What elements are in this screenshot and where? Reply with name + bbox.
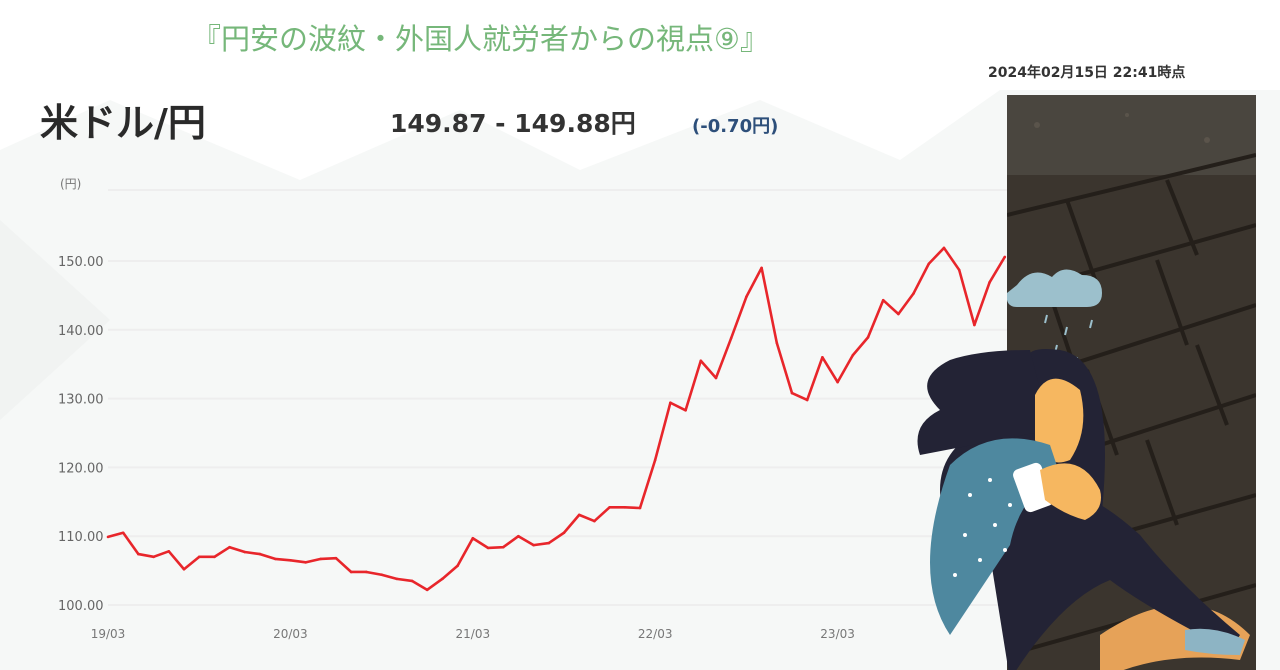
data-point-22/10	[760, 266, 763, 270]
data-point-23/09	[927, 262, 931, 266]
data-point-23/03	[836, 380, 839, 384]
data-point-23/02	[821, 356, 824, 359]
y-tick-label: 140.00	[58, 324, 104, 339]
y-tick-label: 120.00	[58, 461, 104, 476]
data-point-23/12	[973, 323, 976, 327]
data-point-22/09	[745, 295, 748, 299]
data-point-22/11	[775, 341, 779, 345]
data-point-23/11	[957, 268, 961, 272]
data-point-22/08	[729, 336, 733, 340]
x-tick-label: 21/03	[456, 627, 491, 641]
data-point-21/01	[441, 577, 444, 581]
data-point-23/04	[851, 353, 855, 357]
data-point-22/01	[623, 506, 627, 509]
usd-jpy-series-line	[107, 246, 1006, 592]
data-point-20/02	[273, 557, 277, 561]
data-point-24/01	[988, 281, 991, 284]
data-point-19/07	[167, 550, 171, 553]
data-point-21/10	[577, 513, 581, 517]
data-point-22/05	[684, 408, 687, 412]
data-point-23/08	[912, 292, 915, 295]
y-tick-label: 100.00	[58, 599, 104, 614]
data-point-19/06	[152, 555, 155, 559]
data-point-23/10	[942, 246, 946, 250]
x-tick-label: 19/03	[91, 627, 126, 641]
data-point-19/11	[228, 545, 231, 549]
currency-pair-title: 米ドル/円	[40, 101, 206, 145]
timestamp: 2024年02月15日 22:41時点	[988, 65, 1186, 81]
x-tick-label: 20/03	[273, 627, 308, 641]
data-point-21/05	[501, 545, 505, 549]
data-point-21/09	[562, 531, 566, 535]
y-tick-label: 150.00	[58, 255, 104, 270]
data-point-20/07	[349, 570, 353, 574]
y-axis-label: (円)	[60, 177, 81, 191]
data-point-22/06	[699, 359, 703, 363]
data-point-21/12	[608, 506, 611, 509]
data-point-20/08	[365, 570, 368, 574]
price-change: (-0.70円)	[692, 116, 779, 137]
data-point-20/03	[289, 558, 292, 562]
data-point-21/08	[547, 541, 551, 545]
data-point-19/12	[243, 550, 247, 554]
data-point-20/10	[395, 577, 399, 581]
data-point-19/10	[213, 555, 216, 559]
data-point-20/05	[319, 557, 323, 561]
data-point-22/02	[638, 506, 642, 510]
article-title: 『円安の波紋・外国人就労者からの視点⑨』	[192, 22, 769, 56]
data-point-23/07	[897, 312, 900, 316]
data-point-21/03	[471, 536, 475, 540]
data-point-19/03	[106, 535, 110, 539]
y-tick-label: 130.00	[58, 393, 104, 408]
bid-ask-quote: 149.87 - 149.88円	[390, 109, 636, 138]
sad-woman-illustration	[917, 349, 1250, 670]
x-tick-label: 22/03	[638, 627, 673, 641]
data-point-19/05	[137, 552, 140, 556]
data-point-24/02	[1003, 255, 1007, 259]
data-point-19/08	[182, 567, 186, 571]
data-point-21/11	[593, 519, 596, 523]
data-point-20/12	[425, 588, 429, 592]
rain-cloud-icon	[1007, 269, 1102, 307]
y-tick-label: 110.00	[58, 530, 104, 545]
data-point-20/06	[334, 556, 338, 560]
data-point-21/02	[456, 564, 459, 568]
data-point-21/07	[532, 543, 535, 547]
data-point-23/06	[881, 298, 885, 302]
data-point-22/04	[669, 401, 672, 405]
data-point-23/01	[805, 398, 809, 402]
data-point-20/01	[258, 552, 262, 556]
data-point-22/07	[714, 376, 718, 380]
data-point-20/04	[304, 561, 307, 564]
data-point-22/03	[653, 458, 657, 462]
data-point-22/12	[790, 391, 794, 395]
data-point-21/06	[517, 534, 520, 538]
data-point-23/05	[866, 336, 870, 339]
data-point-21/04	[486, 546, 490, 550]
data-point-20/11	[410, 579, 414, 583]
x-tick-label: 23/03	[820, 627, 855, 641]
data-point-20/09	[380, 573, 383, 577]
data-point-19/09	[197, 555, 201, 559]
data-point-19/04	[121, 531, 125, 535]
